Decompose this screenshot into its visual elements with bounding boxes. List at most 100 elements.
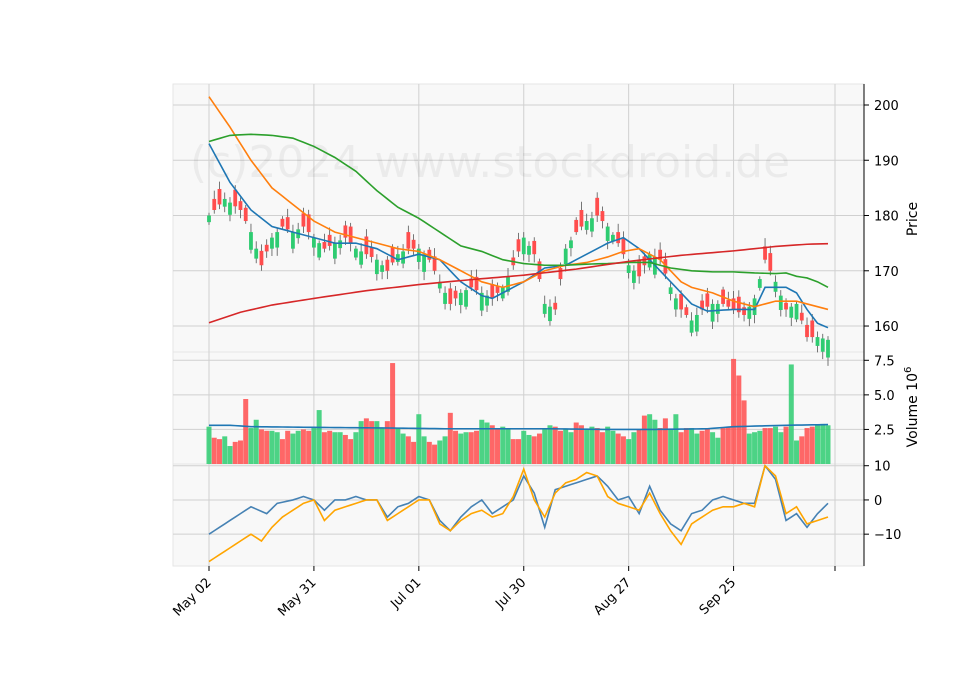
volume-bar [783, 426, 789, 464]
volume-axis-label: Volume 106 [903, 367, 921, 448]
volume-bar [815, 425, 821, 464]
volume-bar [799, 436, 805, 464]
candle-body [689, 320, 694, 333]
candle-body [448, 288, 453, 304]
volume-bar [662, 418, 668, 464]
candle-body [537, 261, 542, 280]
volume-bar [673, 414, 679, 464]
candle-body [207, 215, 211, 223]
volume-bar [495, 429, 501, 464]
candle-body [212, 198, 217, 210]
candle-body [390, 247, 395, 263]
volume-bar [626, 439, 632, 464]
volume-bar [295, 430, 301, 464]
volume-bar [731, 358, 737, 464]
candle-body [826, 339, 830, 358]
volume-bar [384, 421, 390, 464]
volume-bar [489, 425, 495, 464]
oscillator-panel-bg [172, 463, 865, 567]
candle-body [259, 250, 264, 266]
candle-body [784, 302, 788, 310]
candle-body [820, 338, 825, 352]
volume-bar [762, 428, 768, 464]
candle-body [673, 298, 678, 310]
volume-bar [390, 363, 396, 464]
volume-bar [752, 432, 758, 464]
volume-bar [500, 426, 506, 464]
volume-bar [253, 419, 259, 464]
candle-body [348, 226, 353, 244]
volume-bar [337, 432, 343, 464]
osc-y-tick-label: −10 [874, 528, 901, 543]
volume-bar [269, 430, 275, 464]
volume-bar [264, 430, 270, 464]
candle-body [322, 242, 327, 249]
candle-body [443, 292, 447, 304]
moving-average-line [208, 143, 829, 329]
candle-body [249, 232, 253, 250]
oscillator-line [208, 463, 829, 535]
candle-body [291, 232, 295, 249]
volume-bar [683, 428, 689, 464]
candle-body [616, 232, 621, 244]
volume-bar [358, 421, 364, 464]
candle-body [605, 226, 610, 241]
candle-body [338, 240, 343, 249]
price-y-tick-label: 180 [874, 210, 899, 225]
volume-bar [379, 428, 385, 464]
volume-bar [447, 412, 453, 464]
candle-body [317, 243, 322, 258]
volume-bar [631, 432, 637, 464]
volume-bar [505, 428, 511, 464]
candle-body [343, 225, 348, 238]
candle-body [569, 240, 573, 249]
volume-bar [678, 432, 684, 464]
volume-y-tick-label: 7.5 [874, 354, 895, 369]
candle-body [374, 259, 379, 275]
volume-bar [710, 432, 716, 464]
candle-body [611, 234, 615, 242]
volume-bar [778, 432, 784, 464]
candle-body [516, 239, 521, 252]
volume-bar [211, 437, 217, 464]
volume-bar [584, 429, 590, 464]
volume-bar [216, 439, 222, 464]
candle-body [694, 314, 699, 332]
candle-body [548, 306, 552, 322]
volume-y-tick-label: 2.5 [874, 423, 895, 438]
volume-bar [463, 432, 469, 464]
volume-bar [757, 430, 763, 464]
candle-body [327, 234, 332, 246]
candle-body [275, 232, 280, 248]
volume-bar [274, 432, 280, 464]
candle-body [805, 324, 809, 338]
candle-body [595, 197, 600, 216]
candle-body [810, 320, 815, 338]
candle-body [574, 219, 579, 233]
volume-bar [794, 440, 800, 464]
volume-bar [531, 436, 537, 464]
volume-bar [311, 428, 317, 464]
candle-body [416, 248, 421, 262]
volume-bar [767, 428, 773, 464]
volume-bar [453, 430, 459, 464]
candle-body [789, 306, 794, 318]
candle-body [794, 303, 799, 320]
candle-body [380, 265, 385, 272]
candle-body [742, 307, 746, 315]
price-axis-label: Price [905, 202, 921, 236]
volume-bar [227, 446, 233, 464]
volume-bar [484, 422, 490, 464]
candle-body [490, 284, 495, 299]
volume-bar [432, 444, 438, 464]
volume-bar [788, 364, 794, 464]
candle-body [238, 201, 243, 210]
oscillator-line [208, 464, 829, 563]
candle-body [485, 295, 489, 306]
candle-body [626, 265, 631, 273]
volume-bar [237, 440, 243, 464]
volume-bar [647, 414, 653, 464]
volume-bar [563, 429, 569, 464]
volume-bar [258, 429, 264, 464]
candle-body [395, 254, 400, 262]
